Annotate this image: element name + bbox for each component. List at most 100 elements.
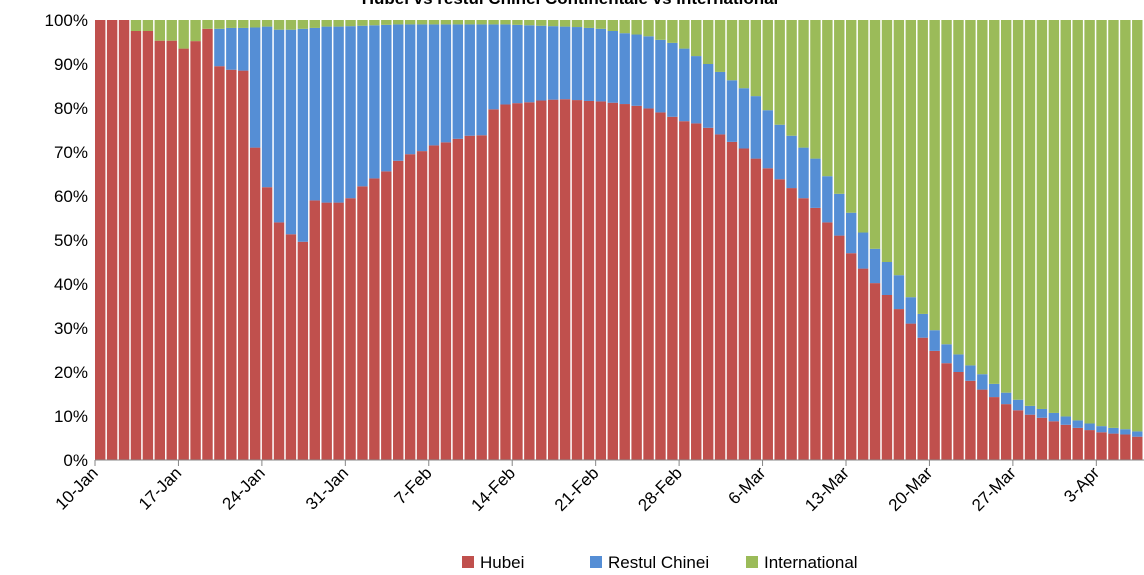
bar-segment [798, 20, 809, 148]
bar-segment [1108, 433, 1119, 460]
bar-segment [95, 20, 106, 460]
bar-segment [357, 25, 368, 187]
bar-segment [1132, 436, 1143, 460]
bar-segment [178, 20, 189, 49]
bar-segment [595, 28, 607, 102]
bar-segment [857, 232, 869, 269]
legend-swatch [590, 556, 602, 568]
bar-segment [273, 29, 285, 223]
bar-segment [226, 27, 237, 70]
bar-segment [249, 147, 261, 460]
y-tick-label: 40% [54, 275, 88, 294]
bar-segment [726, 80, 738, 142]
bar-segment [404, 154, 416, 460]
bar-segment [583, 100, 595, 461]
bar-segment [810, 158, 821, 208]
bar-segment [1012, 399, 1024, 411]
bar-segment [667, 42, 678, 117]
bar-segment [536, 25, 547, 101]
bar-segment [607, 20, 618, 31]
bar-segment [1060, 20, 1071, 417]
bar-segment [714, 134, 726, 460]
bar-segment [297, 20, 309, 29]
bar-segment [536, 100, 547, 461]
bar-segment [822, 20, 833, 177]
bar-segment [1132, 431, 1143, 437]
bar-segment [965, 20, 976, 366]
bar-segment [273, 222, 285, 460]
bar-segment [607, 31, 618, 103]
bar-segment [130, 31, 142, 460]
bar-segment [1048, 412, 1060, 422]
bar-segment [178, 48, 189, 460]
x-tick-label: 27-Mar [968, 463, 1020, 515]
bar-segment [1036, 417, 1048, 460]
bar-segment [929, 350, 940, 460]
bar-segment [559, 20, 571, 27]
bar-segment [428, 20, 440, 25]
bar-segment [1084, 430, 1095, 460]
bar-segment [1012, 20, 1024, 400]
y-tick-label: 50% [54, 231, 88, 250]
y-tick-label: 10% [54, 407, 88, 426]
bar-segment [369, 20, 380, 26]
bar-segment [1048, 421, 1060, 460]
bar-segment [977, 374, 988, 390]
bar-segment [357, 20, 368, 26]
bar-segment [905, 323, 917, 460]
bar-segment [679, 121, 690, 460]
bar-segment [238, 70, 249, 460]
bar-segment [619, 33, 630, 105]
bar-segment [1060, 416, 1071, 425]
bar-segment [524, 25, 535, 103]
bar-segment [643, 108, 654, 460]
bar-segment [428, 24, 440, 146]
bar-segment [428, 145, 440, 460]
bar-segment [1120, 429, 1131, 435]
x-tick-label: 7-Feb [391, 463, 436, 508]
bar-segment [750, 96, 762, 159]
bar-segment [583, 27, 595, 101]
bar-segment [333, 26, 344, 203]
bar-segment [154, 20, 166, 41]
bar-segment [822, 222, 833, 460]
bar-segment [893, 275, 905, 310]
bar-segment [1084, 423, 1095, 431]
bar-segment [1072, 420, 1083, 428]
bar-segment [619, 20, 630, 34]
legend-swatch [462, 556, 474, 568]
x-tick-label: 28-Feb [634, 463, 686, 515]
bar-segment [1096, 432, 1107, 460]
bar-segment [845, 20, 857, 213]
bar-segment [571, 20, 583, 28]
bar-segment [476, 20, 487, 25]
bar-segment [488, 20, 499, 25]
bar-segment [691, 123, 702, 461]
bar-segment [786, 188, 797, 460]
bar-segment [655, 20, 666, 40]
bar-segment [452, 138, 464, 461]
bar-segment [321, 26, 332, 203]
bar-segment [1072, 427, 1083, 460]
bar-segment [547, 20, 559, 27]
bar-segment [929, 20, 940, 331]
x-tick-label: 17-Jan [135, 463, 185, 513]
bar-segment [631, 34, 642, 106]
bar-segment [1000, 392, 1012, 405]
x-tick-label: 31-Jan [302, 463, 352, 513]
bar-segment [166, 20, 177, 41]
bar-segment [738, 20, 750, 89]
bar-segment [691, 20, 702, 57]
bar-segment [369, 25, 380, 179]
bar-segment [333, 202, 344, 460]
bar-segment [214, 20, 225, 29]
bar-segment [798, 147, 809, 199]
legend-label: Hubei [480, 553, 524, 572]
bar-segment [547, 99, 559, 460]
bar-segment [297, 28, 309, 242]
bar-segment [154, 40, 166, 461]
bar-segment [524, 102, 535, 460]
bar-segment [857, 268, 869, 460]
bar-segment [381, 24, 392, 172]
